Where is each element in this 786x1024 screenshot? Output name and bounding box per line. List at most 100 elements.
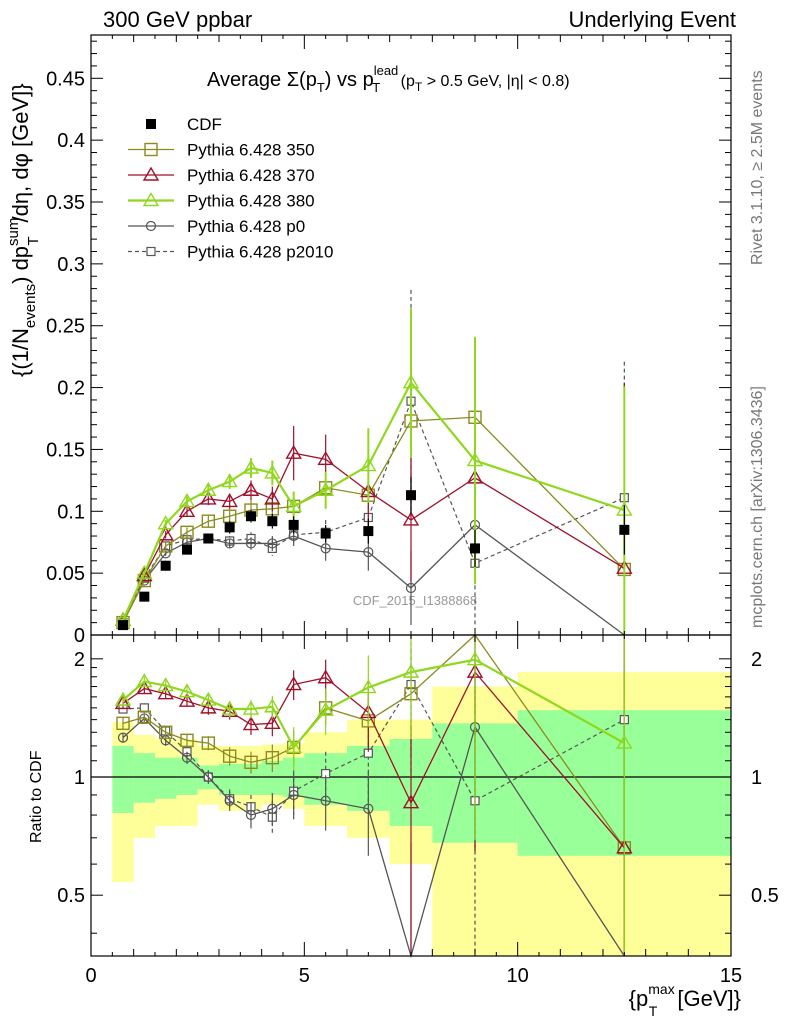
data-point [405,582,417,594]
ratio-line [122,634,625,849]
ratio-series-pythia-6.428-380 [114,635,633,956]
data-point [264,490,281,505]
main-y-tick-label: 0.45 [46,68,85,90]
data-point [363,547,374,558]
ratio-point [158,725,173,739]
ratio-point [114,691,132,706]
ratio-point [244,755,258,770]
ratio-point [157,685,174,700]
band-inner-bin [219,763,241,795]
ratio-point [136,680,153,695]
series-line [121,380,625,621]
legend-marker [144,142,158,157]
ratio-y-axis-label: Ratio to CDF [28,750,45,843]
series-line [122,416,625,623]
data-point [320,528,331,539]
ratio-point [285,676,302,691]
legend: CDF Pythia 6.428 350 Pythia 6.428 370 Pythi… [128,115,334,262]
ratio-point [265,750,280,765]
legend-marker [145,220,157,232]
legend-label: Pythia 6.428 350 [187,141,315,160]
data-point [180,525,194,540]
data-point [203,533,214,544]
data-point [317,450,334,466]
data-point [320,543,331,554]
legend-marker [142,192,160,207]
main-series-cdf [118,476,630,631]
main-y-tick-label: 0.2 [57,378,85,400]
main-y-tick-label: 0.4 [57,130,85,152]
data-point [285,497,302,513]
data-point [402,511,420,526]
ratio-y-tick-label: 1 [74,767,85,789]
ratio-point [178,683,196,698]
ratio-y-tick-label-right: 2 [751,649,762,671]
x-tick-label: 15 [720,965,742,987]
data-point [136,564,153,579]
data-point [200,481,217,496]
ratio-point [245,809,257,821]
legend-label: Pythia 6.428 p0 [187,217,305,236]
band-inner-bin [133,753,155,803]
data-point [285,444,302,459]
legend-entry: Pythia 6.428 p2010 [128,243,334,262]
series-line [122,452,625,621]
data-point [288,519,299,530]
header-right: Underlying Event [568,7,736,32]
main-y-tick-label: 0.1 [57,501,85,523]
ratio-point [180,733,194,748]
data-point [224,522,235,533]
ratio-point [178,692,196,707]
ratio-point [116,716,130,731]
ratio-point [224,795,235,806]
ratio-point [402,794,420,809]
band-inner-bin [261,760,283,795]
main-y-tick-label: 0.15 [46,439,85,461]
band-inner-bin [155,757,177,799]
data-point [178,502,196,517]
ratio-y-tick-label-right: 1 [751,767,762,789]
analysis-watermark: CDF_2015_I1388868 [353,593,477,608]
main-y-tick-label: 0.35 [46,192,85,214]
ratio-point [137,710,152,724]
data-point [406,490,416,501]
ratio-point [222,749,237,763]
ratio-point [288,789,299,801]
ratio-y-tick-label: 0.5 [57,885,85,907]
ratio-point [117,732,129,743]
axes-layer: 0 0.05 0.1 0.15 0.2 0.25 0.3 0.35 0.4 0.45 0 5 10 15 0… [46,34,779,987]
main-y-tick-label: 0.3 [57,254,85,276]
ratio-point [363,803,374,814]
legend-entry: CDF [146,115,222,134]
ratio-point [242,700,260,715]
ratio-series-layer [114,634,633,959]
ratio-point [402,663,420,678]
data-point [136,567,153,582]
data-point [224,538,235,549]
ratio-point [203,771,214,783]
data-point [182,544,192,555]
legend-entry: Pythia 6.428 380 [128,192,315,211]
ratio-point [264,714,281,730]
data-point [221,473,238,488]
legend-entry: Pythia 6.428 350 [128,141,315,160]
ratio-point [200,691,217,706]
ratio-point [317,701,334,716]
main-series-pythia-6.428-380 [114,308,633,634]
data-point [242,481,260,496]
ratio-point [201,736,216,750]
data-point [139,591,150,602]
legend-marker [146,119,156,129]
legend-label: Pythia 6.428 380 [187,192,315,211]
band-inner-bin [176,757,198,795]
main-y-tick-label: 0.25 [46,316,85,338]
ratio-point [264,698,281,713]
header-left: 300 GeV ppbar [103,7,252,32]
data-point [466,452,484,467]
ratio-point [114,695,132,710]
ratio-point [221,700,238,715]
band-inner-bin [112,745,134,813]
legend-entry: Pythia 6.428 370 [128,166,315,185]
